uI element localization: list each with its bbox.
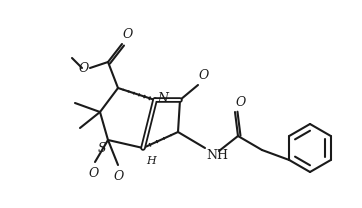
Text: O: O: [89, 167, 99, 180]
Text: O: O: [114, 170, 124, 183]
Text: S: S: [97, 142, 106, 155]
Text: N: N: [157, 93, 168, 105]
Text: H: H: [146, 156, 156, 166]
Text: O: O: [199, 69, 209, 82]
Text: O: O: [236, 96, 246, 109]
Text: O: O: [79, 62, 89, 76]
Text: O: O: [123, 28, 133, 41]
Text: NH: NH: [206, 149, 228, 162]
